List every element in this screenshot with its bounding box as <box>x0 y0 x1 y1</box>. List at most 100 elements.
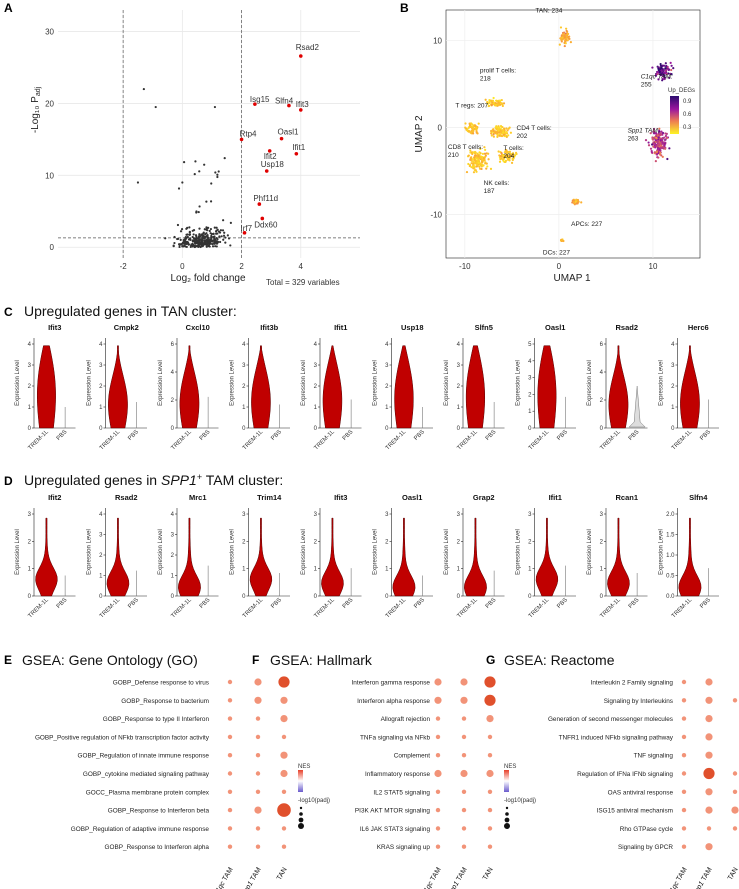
gsea-term-isg15-antiviral-mechanism: ISG15 antiviral mechanism <box>597 808 673 815</box>
volcano-point <box>142 87 145 91</box>
gsea-dot <box>434 769 442 778</box>
gsea-dot <box>732 789 738 794</box>
violin-trem-1l <box>535 517 559 597</box>
volcano-point <box>194 160 197 163</box>
volcano-gene-label-ifit3: Ifit3 <box>296 100 309 109</box>
violin-trem-1l <box>680 345 700 429</box>
volcano-point <box>214 238 217 241</box>
volcano-point <box>216 175 219 179</box>
gsea-dot <box>705 788 713 796</box>
violin-y-tick: 2 <box>385 539 389 545</box>
umap-point <box>644 139 648 142</box>
umap-point <box>474 162 477 165</box>
umap-point <box>499 127 502 130</box>
volcano-point <box>205 228 208 231</box>
violin-gene-name: Cmpk2 <box>114 323 139 332</box>
umap-point <box>571 199 574 202</box>
panel-d-title-pre: Upregulated genes in <box>24 472 161 488</box>
violin-group-label-trem-1l: TREM-1L <box>170 429 193 452</box>
violin-y-tick: 3 <box>671 363 675 369</box>
umap-point <box>650 151 653 154</box>
umap-point <box>513 155 516 158</box>
umap-point <box>663 136 666 139</box>
volcano-y-tick: 30 <box>45 28 54 37</box>
violin-y-label: Expression Level <box>373 529 379 575</box>
violin-y-tick: 0 <box>171 426 175 432</box>
umap-point <box>658 68 662 71</box>
violin-y-tick: 0 <box>242 426 246 432</box>
violin-y-tick: 3 <box>528 512 532 518</box>
umap-point <box>659 62 662 66</box>
violin-y-tick: 4 <box>171 512 175 518</box>
umap-point <box>658 130 661 133</box>
umap-point <box>500 157 503 160</box>
volcano-point <box>179 230 183 233</box>
violin-y-tick: 0 <box>385 594 389 600</box>
volcano-point <box>222 234 226 237</box>
violin-plot-mrc1: Mrc1 0 1 2 3 4 Expression Level TREM-1L PBS <box>158 493 219 620</box>
gsea-column-spp1-tam: Spp1 TAM <box>446 866 468 889</box>
gsea-dot <box>681 716 687 721</box>
umap-point <box>498 131 501 134</box>
volcano-point <box>179 243 183 246</box>
violin-y-tick: 4 <box>99 512 103 518</box>
volcano-point <box>198 233 201 236</box>
umap-point <box>511 152 515 155</box>
violin-gene-name: Ifit1 <box>334 323 347 332</box>
umap-point <box>507 134 510 137</box>
violin-y-tick: 6 <box>171 342 175 348</box>
gsea-dot <box>227 716 233 721</box>
umap-point <box>498 160 502 163</box>
umap-point <box>499 129 502 132</box>
violin-plot-herc6: Herc6 0 1 2 3 4 Expression Level TREM-1L PBS <box>659 323 719 452</box>
gsea-dot <box>461 844 467 849</box>
violin-y-label: Expression Level <box>587 529 593 575</box>
volcano-point <box>197 245 200 248</box>
violin-trem-1l <box>251 345 271 429</box>
gsea-dot <box>486 769 494 778</box>
volcano-x-tick: 0 <box>180 262 185 271</box>
panel-d-title-post: TAM cluster: <box>202 472 283 488</box>
gsea-dot <box>706 826 712 831</box>
umap-point <box>507 127 510 130</box>
gsea-dot <box>227 807 233 813</box>
gsea-dot <box>435 826 441 831</box>
umap-point <box>486 165 489 168</box>
volcano-point <box>199 238 202 241</box>
gsea-column-suffix: TAM <box>429 866 443 884</box>
gsea-column-spp1-tam: Spp1 TAM <box>240 866 262 889</box>
violin-group-label-pbs: PBS <box>199 429 212 442</box>
umap-point <box>492 128 495 131</box>
violin-group-label-pbs: PBS <box>56 597 69 610</box>
umap-point <box>502 102 506 105</box>
gsea-dot <box>705 751 713 759</box>
umap-point <box>651 136 654 139</box>
volcano-point <box>210 239 214 243</box>
violin-group-label-pbs: PBS <box>413 429 426 442</box>
umap-point <box>654 132 658 135</box>
gsea-legend-size-dot <box>299 812 303 816</box>
violin-y-tick: 0.0 <box>666 594 675 600</box>
violin-y-tick: 4 <box>528 359 532 365</box>
volcano-point <box>210 182 213 185</box>
violin-group-label-pbs: PBS <box>485 429 498 442</box>
gsea-dot <box>227 844 233 849</box>
violin-plot-rsad2: Rsad2 0 1 2 3 4 Expression Level TREM-1L PBS <box>87 493 147 620</box>
umap-point <box>509 131 513 134</box>
umap-point <box>663 76 667 79</box>
gsea-column-gene: Spp1 <box>446 880 460 889</box>
gsea-dot <box>280 696 288 704</box>
umap-point <box>657 136 660 139</box>
volcano-point <box>198 227 201 230</box>
violin-plot-ifit2: Ifit2 0 1 2 3 Expression Level TREM-1L PBS <box>15 493 76 620</box>
gsea-dot <box>435 753 441 758</box>
volcano-point-usp18 <box>264 169 269 173</box>
violin-group-label-pbs: PBS <box>485 597 498 610</box>
volcano-point <box>213 242 216 245</box>
umap-point <box>484 162 487 165</box>
volcano-point <box>209 200 213 203</box>
gsea-dot <box>487 826 493 831</box>
umap-point <box>480 167 483 171</box>
volcano-point-slfn4 <box>287 103 291 108</box>
umap-point <box>492 133 495 136</box>
